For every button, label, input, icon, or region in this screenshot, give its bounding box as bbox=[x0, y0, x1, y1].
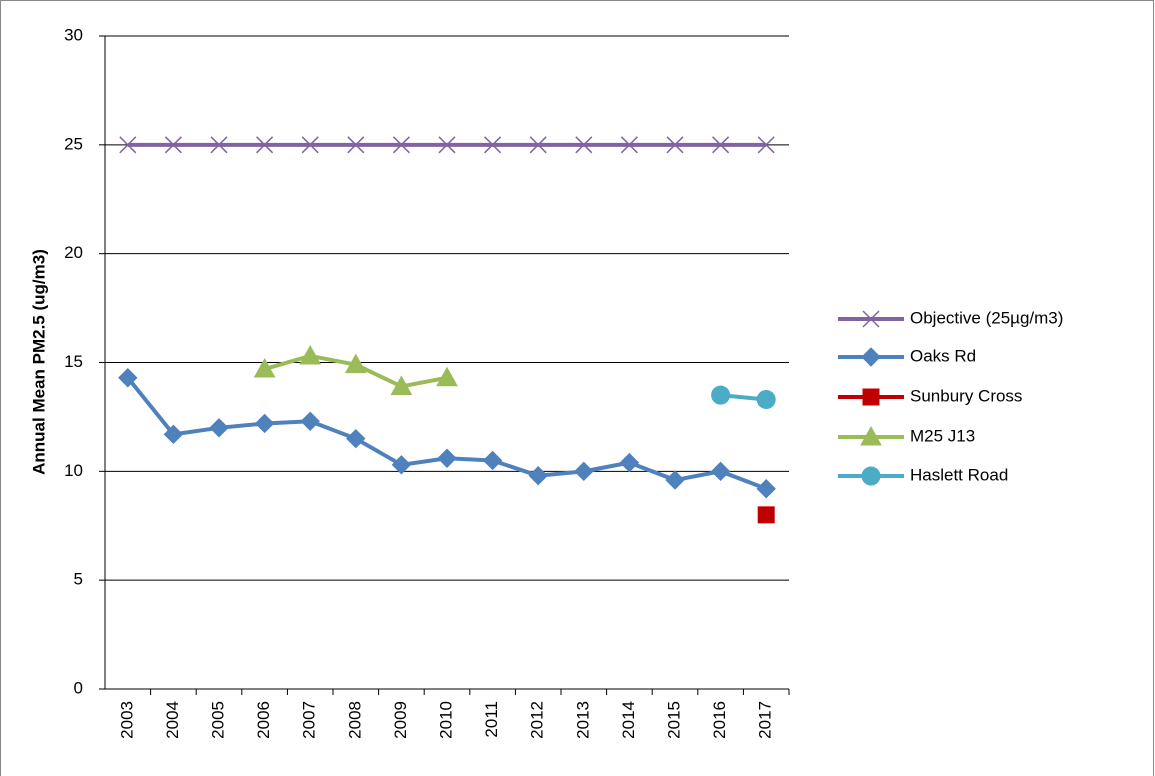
legend-label: Haslett Road bbox=[910, 465, 1008, 484]
x-tick-label: 2017 bbox=[756, 701, 775, 739]
marker bbox=[438, 136, 456, 154]
marker bbox=[163, 424, 184, 445]
y-tick-label: 5 bbox=[74, 570, 83, 589]
legend-label: Sunbury Cross bbox=[910, 386, 1022, 405]
legend-label: Objective (25µg/m3) bbox=[910, 308, 1063, 327]
y-tick-label: 20 bbox=[64, 243, 83, 262]
marker bbox=[253, 358, 276, 378]
marker bbox=[300, 411, 320, 431]
y-tick-label: 25 bbox=[64, 134, 83, 153]
y-tick-label: 30 bbox=[64, 25, 83, 44]
marker bbox=[575, 136, 593, 154]
x-tick-label: 2007 bbox=[300, 701, 319, 739]
x-tick-label: 2012 bbox=[528, 701, 547, 739]
marker bbox=[164, 136, 182, 154]
y-tick-label: 15 bbox=[64, 352, 83, 371]
x-tick-label: 2009 bbox=[391, 701, 410, 739]
marker bbox=[436, 366, 458, 387]
x-tick-label: 2011 bbox=[482, 701, 501, 738]
marker bbox=[861, 347, 881, 367]
y-tick-label: 0 bbox=[74, 678, 83, 697]
x-tick-label: 2008 bbox=[345, 701, 364, 739]
x-tick-label: 2006 bbox=[254, 701, 273, 739]
marker bbox=[710, 461, 731, 482]
series-line bbox=[126, 376, 767, 491]
marker bbox=[346, 428, 366, 449]
marker bbox=[301, 136, 319, 154]
marker bbox=[390, 375, 413, 395]
marker bbox=[344, 353, 367, 374]
y-axis-label: Annual Mean PM2.5 (ug/m3) bbox=[29, 249, 48, 475]
marker bbox=[711, 385, 731, 405]
marker bbox=[619, 452, 640, 473]
legend-label: M25 J13 bbox=[910, 426, 975, 445]
marker bbox=[256, 136, 274, 154]
legend-label: Oaks Rd bbox=[910, 346, 976, 365]
x-tick-label: 2010 bbox=[436, 701, 455, 739]
x-tick-label: 2003 bbox=[117, 701, 136, 739]
y-tick-label: 10 bbox=[64, 461, 83, 480]
marker bbox=[712, 136, 730, 154]
marker bbox=[299, 344, 322, 365]
x-tick-label: 2015 bbox=[664, 701, 683, 739]
marker bbox=[756, 390, 776, 410]
marker bbox=[756, 479, 776, 499]
marker bbox=[862, 310, 880, 328]
x-tick-label: 2004 bbox=[163, 701, 182, 739]
marker bbox=[861, 466, 881, 486]
marker bbox=[482, 450, 503, 471]
x-tick-label: 2013 bbox=[573, 701, 592, 739]
marker bbox=[118, 368, 138, 388]
marker bbox=[254, 413, 275, 434]
marker bbox=[210, 136, 228, 154]
x-tick-label: 2016 bbox=[710, 701, 729, 739]
marker bbox=[574, 461, 594, 482]
marker bbox=[437, 448, 457, 468]
marker bbox=[209, 418, 229, 438]
marker bbox=[757, 136, 775, 154]
x-tick-label: 2005 bbox=[208, 701, 227, 739]
marker bbox=[862, 388, 880, 406]
marker bbox=[757, 506, 775, 524]
marker bbox=[119, 136, 137, 154]
marker bbox=[391, 455, 412, 475]
marker bbox=[484, 136, 502, 154]
marker bbox=[860, 425, 882, 446]
marker bbox=[620, 136, 638, 154]
marker bbox=[529, 136, 547, 154]
marker bbox=[528, 465, 548, 486]
marker bbox=[347, 136, 365, 154]
marker bbox=[665, 470, 685, 490]
marker bbox=[392, 136, 410, 154]
x-tick-label: 2014 bbox=[619, 701, 638, 739]
marker bbox=[666, 136, 684, 154]
